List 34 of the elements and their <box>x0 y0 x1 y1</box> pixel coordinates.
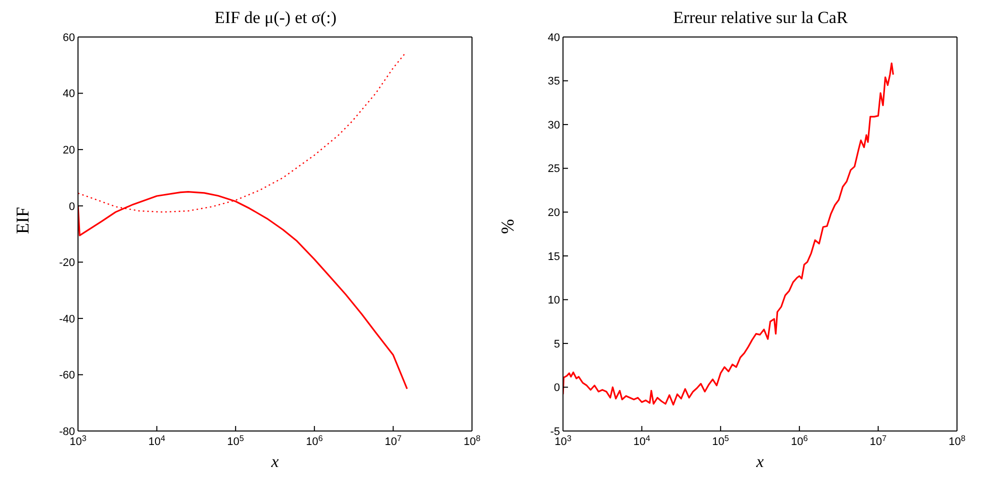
y-tick-label: 40 <box>548 32 560 44</box>
y-tick-label: 30 <box>548 119 560 132</box>
y-axis-title: EIF <box>12 207 32 234</box>
x-tick-label: 10$^{8}$ <box>464 434 481 448</box>
x-tick-label: 10$^{4}$ <box>633 434 651 448</box>
y-tick-label: -80 <box>59 426 75 438</box>
y-tick-label: 60 <box>62 32 75 44</box>
x-tick-label: 10$^{6}$ <box>306 434 324 448</box>
y-tick-label: 0 <box>68 200 75 213</box>
x-tick-label: 10$^{5}$ <box>712 434 730 448</box>
x-tick-label: 10$^{5}$ <box>227 434 244 448</box>
chart-title: Erreur relative sur la CaR <box>672 8 849 29</box>
y-axis-title: % <box>497 219 518 234</box>
y-tick-label: 10 <box>548 294 560 307</box>
y-tick-label: 35 <box>548 76 560 88</box>
y-tick-label: 20 <box>62 144 75 156</box>
y-tick-label: 5 <box>554 338 560 350</box>
x-tick-label: 10$^{8}$ <box>948 434 966 448</box>
y-tick-label: 40 <box>62 88 75 100</box>
y-tick-label: 0 <box>554 382 560 394</box>
x-tick-label: 10$^{4}$ <box>148 434 166 448</box>
y-tick-label: -5 <box>550 426 560 438</box>
y-tick-label: -20 <box>59 257 75 270</box>
x-tick-label: 10$^{7}$ <box>870 434 888 448</box>
x-axis-title: x <box>270 452 280 471</box>
x-tick-label: 10$^{6}$ <box>790 434 808 448</box>
y-tick-label: -40 <box>59 313 75 326</box>
chart-title: EIF de μ(-) et σ(:) <box>213 8 338 29</box>
y-tick-label: 20 <box>548 207 560 220</box>
y-tick-label: -60 <box>59 370 75 382</box>
x-axis-title: x <box>755 452 764 471</box>
y-tick-label: 15 <box>548 250 560 263</box>
x-tick-label: 10$^{7}$ <box>384 434 402 448</box>
y-tick-label: 25 <box>548 163 560 176</box>
